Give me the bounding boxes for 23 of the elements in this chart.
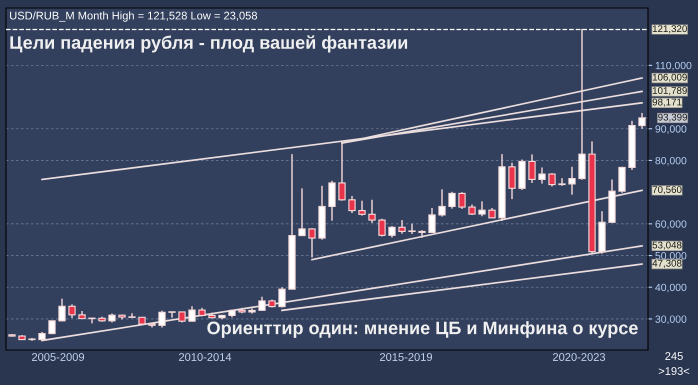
text: 2020-2023 [552,353,606,361]
text: 2005-2009 [32,353,84,361]
y-tick-label: 60,000 [655,220,686,229]
series-label: 70,560 [652,186,682,194]
y-tick-label: 40,000 [655,284,686,292]
y-tick-label: 80,000 [655,156,686,166]
text: 245 [665,352,683,360]
text: >193< [658,367,690,375]
annotation: Ориенттир один: мнение ЦБ и Минфина о курсе [207,321,638,338]
series-label: 98,171 [652,98,682,107]
text: 93,399 [658,114,687,122]
chart-subtitle: USD/RUB_M Month High = 121,528 Low = 23,058 [10,11,258,22]
text: 2010-2014 [178,353,232,361]
series-label: 101,789 [652,87,687,96]
ref-line-label: 121,320 [652,25,687,34]
series-label: 106,009 [652,74,687,82]
y-tick-label: 110,000 [656,62,692,70]
text: Цели падения рубля - плод вашей фантазии [10,35,408,52]
series-label: 47,308 [652,260,682,268]
series-label: 53,048 [652,242,682,250]
text: 2015-2019 [380,353,432,361]
y-tick-label: 30,000 [655,315,686,324]
y-tick-label: 90,000 [655,125,686,134]
